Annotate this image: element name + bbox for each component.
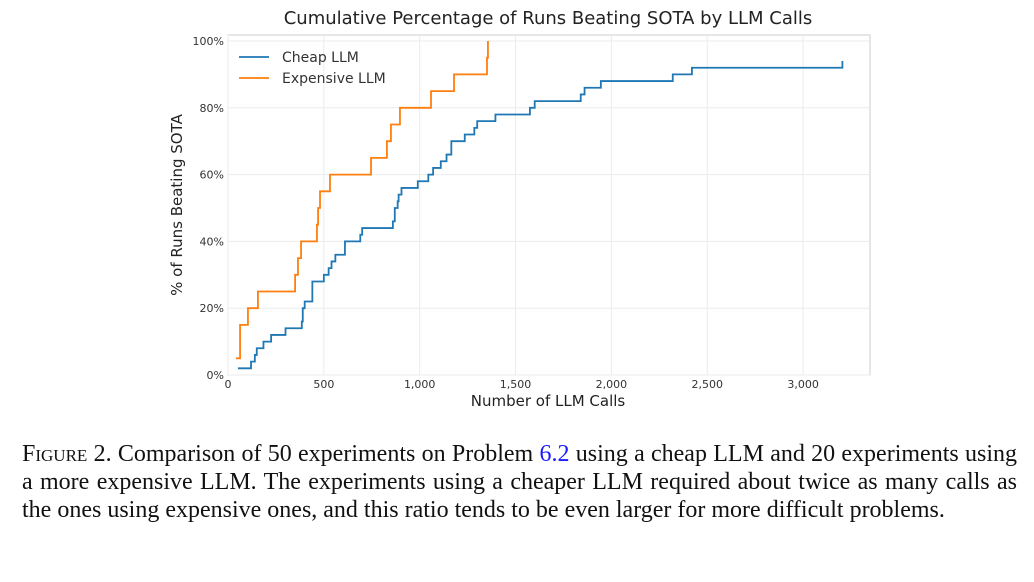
problem-reference-link[interactable]: 6.2 — [539, 441, 570, 467]
legend-label: Cheap LLM — [282, 50, 359, 66]
chart-title: Cumulative Percentage of Runs Beating SO… — [284, 8, 813, 29]
x-axis-label: Number of LLM Calls — [471, 392, 626, 410]
y-tick-label: 0% — [207, 369, 224, 382]
x-tick-label: 2,000 — [596, 378, 628, 391]
series-line-cheap — [237, 61, 844, 370]
figure-caption: Figure 2. Comparison of 50 experiments o… — [22, 440, 1017, 524]
y-tick-label: 40% — [200, 235, 224, 248]
chart: 0 500 1,000 1,500 2,000 2,500 3,000 0% 20% 40% 60%… — [168, 8, 871, 410]
y-tick-label: 60% — [200, 169, 224, 182]
caption-text: Comparison of 50 experiments on Problem — [111, 441, 540, 467]
x-tick-label: 1,500 — [500, 378, 532, 391]
x-tick-label: 2,500 — [692, 378, 724, 391]
x-tick-label: 0 — [225, 378, 232, 391]
y-tick-label: 100% — [193, 35, 224, 48]
x-tick-label: 3,000 — [787, 378, 819, 391]
x-tick-label: 1,000 — [404, 378, 436, 391]
caption-text: using a cheap LLM and 20 experiments usi… — [22, 441, 1017, 523]
y-tick-label: 80% — [200, 102, 224, 115]
plot-area — [227, 34, 871, 376]
x-tick-label: 500 — [313, 378, 334, 391]
caption-label: Figure 2. — [22, 441, 112, 467]
y-axis-label: % of Runs Beating SOTA — [168, 113, 186, 295]
y-tick-label: 20% — [200, 302, 224, 315]
legend-label: Expensive LLM — [282, 71, 386, 87]
series-line-expensive — [236, 41, 489, 360]
